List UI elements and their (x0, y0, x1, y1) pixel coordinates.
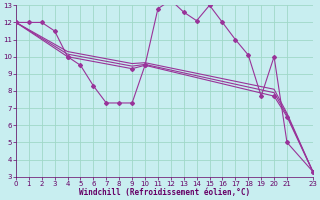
X-axis label: Windchill (Refroidissement éolien,°C): Windchill (Refroidissement éolien,°C) (79, 188, 250, 197)
